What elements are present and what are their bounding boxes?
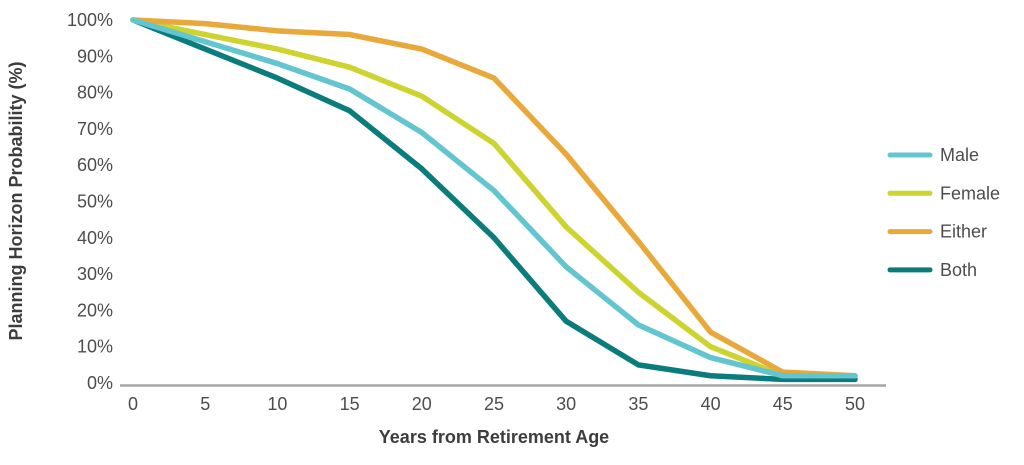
series-line-male xyxy=(130,17,858,379)
y-tick-label: 80% xyxy=(77,83,113,103)
legend-item-male: Male xyxy=(887,145,979,165)
x-tick-label: 20 xyxy=(412,394,432,414)
x-tick-label: 15 xyxy=(340,394,360,414)
x-tick-label: 35 xyxy=(628,394,648,414)
y-tick-label: 50% xyxy=(77,192,113,212)
x-tick-label: 30 xyxy=(556,394,576,414)
y-tick-label: 0% xyxy=(87,373,113,393)
y-tick-label: 70% xyxy=(77,119,113,139)
y-tick-label: 10% xyxy=(77,337,113,357)
x-tick-label: 5 xyxy=(200,394,210,414)
y-tick-label: 40% xyxy=(77,228,113,248)
y-tick-label: 100% xyxy=(67,10,113,30)
series-line-female xyxy=(130,17,858,379)
legend-label-female: Female xyxy=(940,183,1000,203)
plot-series xyxy=(130,17,858,383)
x-tick-label: 45 xyxy=(773,394,793,414)
y-tick-label: 20% xyxy=(77,300,113,320)
legend-item-both: Both xyxy=(887,260,977,280)
legend: Male Female Either Both xyxy=(887,145,1000,280)
series-line-both xyxy=(130,17,858,383)
x-axis-title: Years from Retirement Age xyxy=(379,427,609,447)
x-tick-label: 40 xyxy=(701,394,721,414)
legend-label-both: Both xyxy=(940,260,977,280)
x-axis-ticks: 0 5 10 15 20 25 30 35 40 45 50 xyxy=(128,394,865,414)
legend-item-either: Either xyxy=(887,222,987,242)
legend-item-female: Female xyxy=(887,183,1000,203)
y-tick-label: 60% xyxy=(77,155,113,175)
y-axis-title: Planning Horizon Probability (%) xyxy=(6,61,26,340)
legend-label-male: Male xyxy=(940,145,979,165)
y-tick-label: 90% xyxy=(77,46,113,66)
x-tick-label: 50 xyxy=(845,394,865,414)
series-line-either xyxy=(130,17,858,379)
y-tick-label: 30% xyxy=(77,264,113,284)
x-tick-label: 10 xyxy=(267,394,287,414)
legend-label-either: Either xyxy=(940,222,987,242)
y-axis-ticks: 0% 10% 20% 30% 40% 50% 60% 70% 80% 90% 100% xyxy=(67,10,113,393)
x-tick-label: 0 xyxy=(128,394,138,414)
x-tick-label: 25 xyxy=(484,394,504,414)
